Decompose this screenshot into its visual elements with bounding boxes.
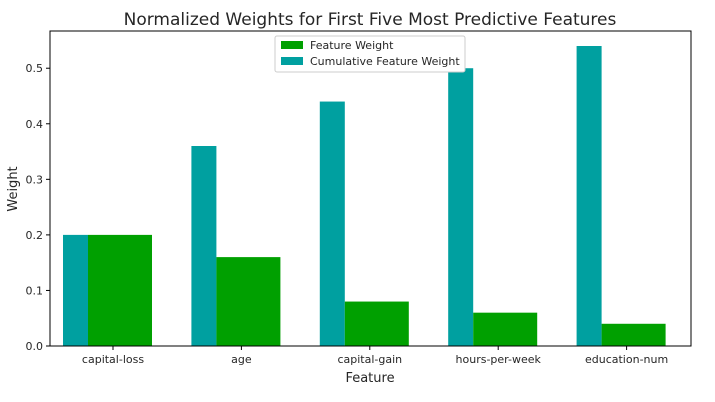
y-tick-label: 0.1 xyxy=(26,284,44,297)
plot-frame-top xyxy=(49,30,692,347)
x-tick-label: education-num xyxy=(585,353,668,366)
y-tick-label: 0.2 xyxy=(26,229,44,242)
bar-feature-weight-capital-gain xyxy=(344,301,409,346)
legend-box xyxy=(274,35,466,73)
plot-area: 0.0 0.1 0.2 0.3 0.4 0.5 capital-loss age capital… xyxy=(26,30,692,366)
bar-feature-weight-hours-per-week xyxy=(473,312,538,346)
x-axis-label: Feature xyxy=(345,371,394,386)
bar-cumulative-weight-capital-gain xyxy=(319,101,345,346)
x-tick-label: hours-per-week xyxy=(456,353,542,366)
bar-feature-weight-education-num xyxy=(601,323,666,346)
legend: Feature Weight Cumulative Feature Weight xyxy=(274,35,466,73)
y-tick-label: 0.4 xyxy=(26,118,44,131)
chart-title: Normalized Weights for First Five Most P… xyxy=(124,10,617,30)
y-tick-label: 0.5 xyxy=(26,62,44,75)
legend-label: Feature Weight xyxy=(310,39,394,52)
bar-feature-weight-capital-loss xyxy=(88,234,152,346)
legend-label: Cumulative Feature Weight xyxy=(310,55,460,68)
bar-cumulative-weight-age xyxy=(191,146,217,346)
x-tick-label: age xyxy=(231,353,252,366)
legend-swatch xyxy=(281,57,303,65)
legend-swatch xyxy=(281,41,303,49)
x-tick-label: capital-gain xyxy=(337,353,402,366)
bar-cumulative-weight-hours-per-week xyxy=(448,68,474,346)
y-axis-label: Weight xyxy=(6,166,21,211)
y-tick-label: 0.0 xyxy=(26,340,44,353)
x-tick-label: capital-loss xyxy=(82,353,144,366)
bar-cumulative-weight-capital-loss xyxy=(63,234,88,346)
y-tick-label: 0.3 xyxy=(26,173,44,186)
bar-feature-weight-age xyxy=(216,257,281,346)
bar-cumulative-weight-education-num xyxy=(576,46,602,346)
